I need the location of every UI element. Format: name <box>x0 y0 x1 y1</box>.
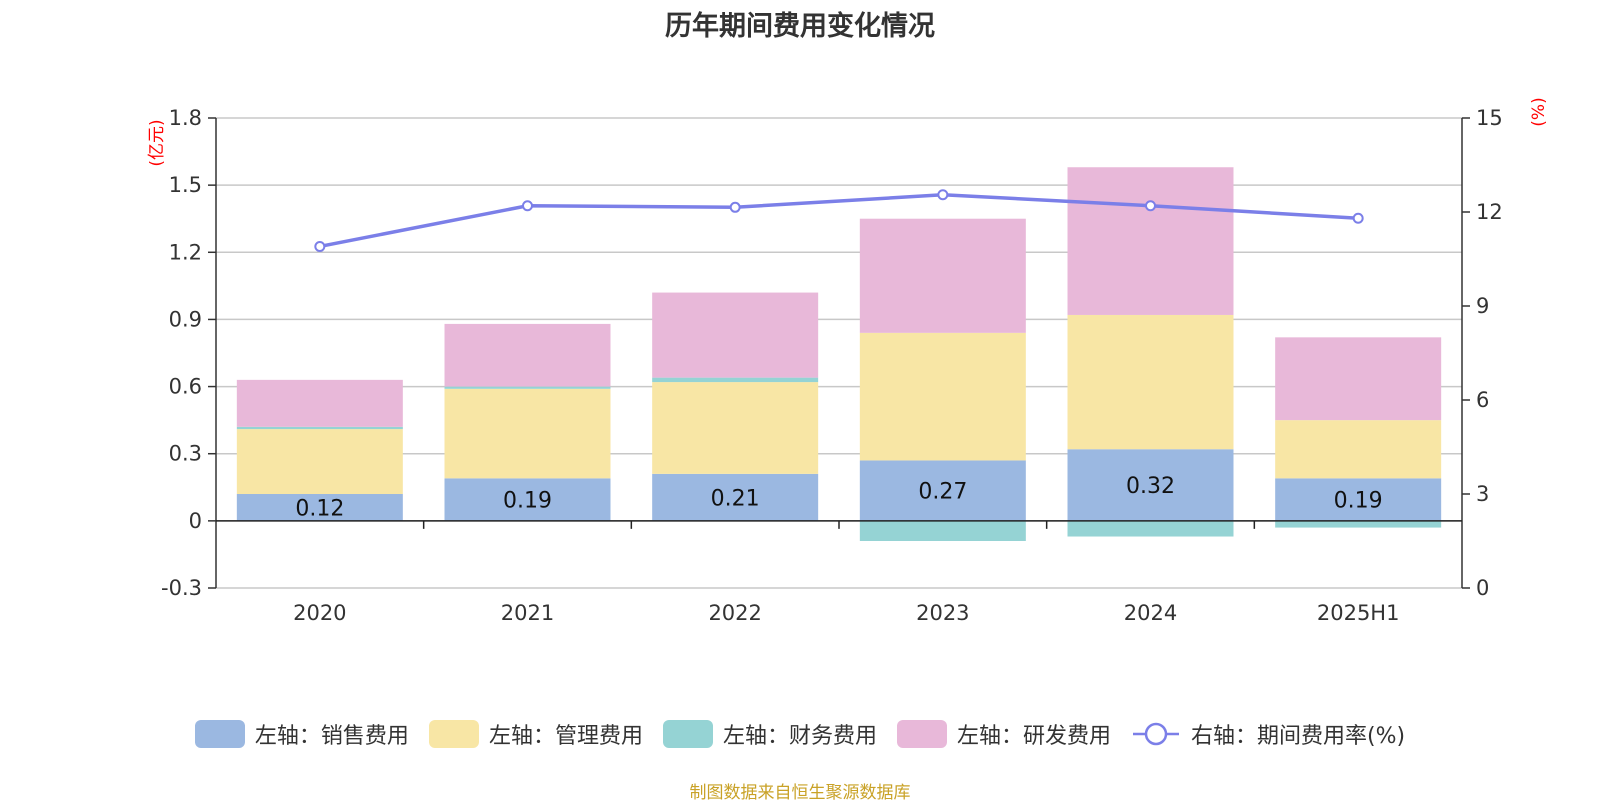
chart-plot: -0.3 0 0.3 0.6 0.9 1.2 1.5 1.8 0 3 6 9 12 15 (亿元) (%) 20… <box>147 97 1549 625</box>
legend-swatch-finance <box>662 720 713 748</box>
bar-segment <box>236 494 403 521</box>
legend-label-admin: 左轴：管理费用 <box>488 724 643 749</box>
bar-data-label: 0.19 <box>503 489 552 514</box>
legend-item-rnd[interactable]: 左轴：研发费用 <box>896 718 1111 750</box>
bar-segment <box>236 426 403 430</box>
left-axis-unit: (亿元) <box>147 119 167 166</box>
bar-data-label: 0.19 <box>1334 489 1383 514</box>
right-axis-tick-label: 0 <box>1476 576 1489 600</box>
left-axis-tick-label: 0.6 <box>169 375 202 399</box>
bar-data-label: 0.12 <box>295 496 344 521</box>
axes: -0.3 0 0.3 0.6 0.9 1.2 1.5 1.8 0 3 6 9 12 15 (亿元) (%) 20… <box>147 97 1549 625</box>
bar-segment <box>859 332 1026 461</box>
right-axis-tick-label: 12 <box>1476 200 1503 224</box>
x-axis-tick-label: 2023 <box>916 601 969 625</box>
legend-item-sales[interactable]: 左轴：销售费用 <box>194 718 409 750</box>
legend-item-finance[interactable]: 左轴：财务费用 <box>662 718 877 750</box>
rate-point <box>729 201 741 213</box>
grid-lines <box>216 117 1462 589</box>
bar-segment <box>444 386 611 389</box>
x-axis-tick-label: 2022 <box>708 601 761 625</box>
left-axis-tick-label: -0.3 <box>161 576 202 600</box>
data-labels: 0.12 0.19 0.21 0.27 0.32 0.19 <box>295 474 1382 521</box>
rate-point <box>522 200 533 212</box>
right-axis-tick-label: 15 <box>1476 106 1503 130</box>
chart-title: 历年期间费用变化情况 <box>665 11 935 42</box>
data-source-note: 制图数据来自恒生聚源数据库 <box>689 783 911 803</box>
bar-segment <box>1275 478 1442 521</box>
right-axis-tick-label: 3 <box>1476 482 1489 506</box>
bar-segment <box>859 218 1026 333</box>
x-axis-tick-label: 2020 <box>293 601 346 625</box>
legend-line-marker-icon <box>1132 722 1179 746</box>
left-axis-tick-label: 0.9 <box>169 307 202 331</box>
bar-segment <box>236 379 403 427</box>
bar-segment <box>1067 167 1234 315</box>
bar-data-label: 0.32 <box>1126 474 1175 499</box>
legend-label-finance: 左轴：财务费用 <box>722 724 877 749</box>
bar-segment <box>652 382 819 474</box>
bar-segment <box>652 473 819 521</box>
legend: 左轴：销售费用 左轴：管理费用 左轴：财务费用 左轴：研发费用 右轴：期间费用率… <box>0 718 1600 750</box>
bar-segment <box>444 388 611 479</box>
left-axis-tick-label: 0.3 <box>169 442 202 466</box>
rate-point <box>937 189 949 201</box>
rate-point <box>1145 200 1156 212</box>
bar-segment <box>1067 449 1234 521</box>
x-axis-tick-label: 2025H1 <box>1317 601 1400 625</box>
bar-segment <box>1067 314 1234 450</box>
left-axis-tick-label: 1.8 <box>169 106 202 130</box>
bar-segment <box>236 429 403 494</box>
right-axis-unit: (%) <box>1529 97 1549 126</box>
legend-swatch-sales <box>194 720 245 748</box>
x-axis-tick-label: 2024 <box>1124 601 1177 625</box>
bar-segment <box>1275 337 1442 421</box>
x-axis-tick-label: 2021 <box>501 601 554 625</box>
bar-segment <box>444 323 611 387</box>
legend-label-rate: 右轴：期间费用率(%) <box>1190 724 1406 749</box>
bar-segment <box>859 520 1026 541</box>
left-axis-tick-label: 0 <box>189 509 202 533</box>
bars <box>236 167 1442 541</box>
rate-point <box>1352 212 1364 224</box>
left-axis-tick-label: 1.5 <box>169 173 202 197</box>
bar-segment <box>1067 520 1234 537</box>
bar-segment <box>652 377 819 383</box>
legend-item-rate[interactable]: 右轴：期间费用率(%) <box>1131 718 1405 750</box>
legend-swatch-admin <box>428 720 479 748</box>
rate-line <box>314 189 1364 252</box>
bar-segment <box>652 292 819 378</box>
right-axis-tick-label: 6 <box>1476 388 1489 412</box>
bar-segment <box>444 478 611 521</box>
rate-point <box>314 240 326 252</box>
right-axis-tick-label: 9 <box>1476 294 1489 318</box>
legend-label-rnd: 左轴：研发费用 <box>956 724 1111 749</box>
rate-series-line <box>319 193 1359 249</box>
bar-data-label: 0.21 <box>711 486 760 511</box>
legend-item-admin[interactable]: 左轴：管理费用 <box>428 718 643 750</box>
bar-segment <box>1275 420 1442 479</box>
bar-data-label: 0.27 <box>918 480 967 505</box>
left-axis-tick-label: 1.2 <box>169 240 202 264</box>
bar-segment <box>859 460 1026 521</box>
bar-segment <box>1275 520 1442 528</box>
legend-swatch-rnd <box>896 720 947 748</box>
legend-label-sales: 左轴：销售费用 <box>254 724 409 749</box>
